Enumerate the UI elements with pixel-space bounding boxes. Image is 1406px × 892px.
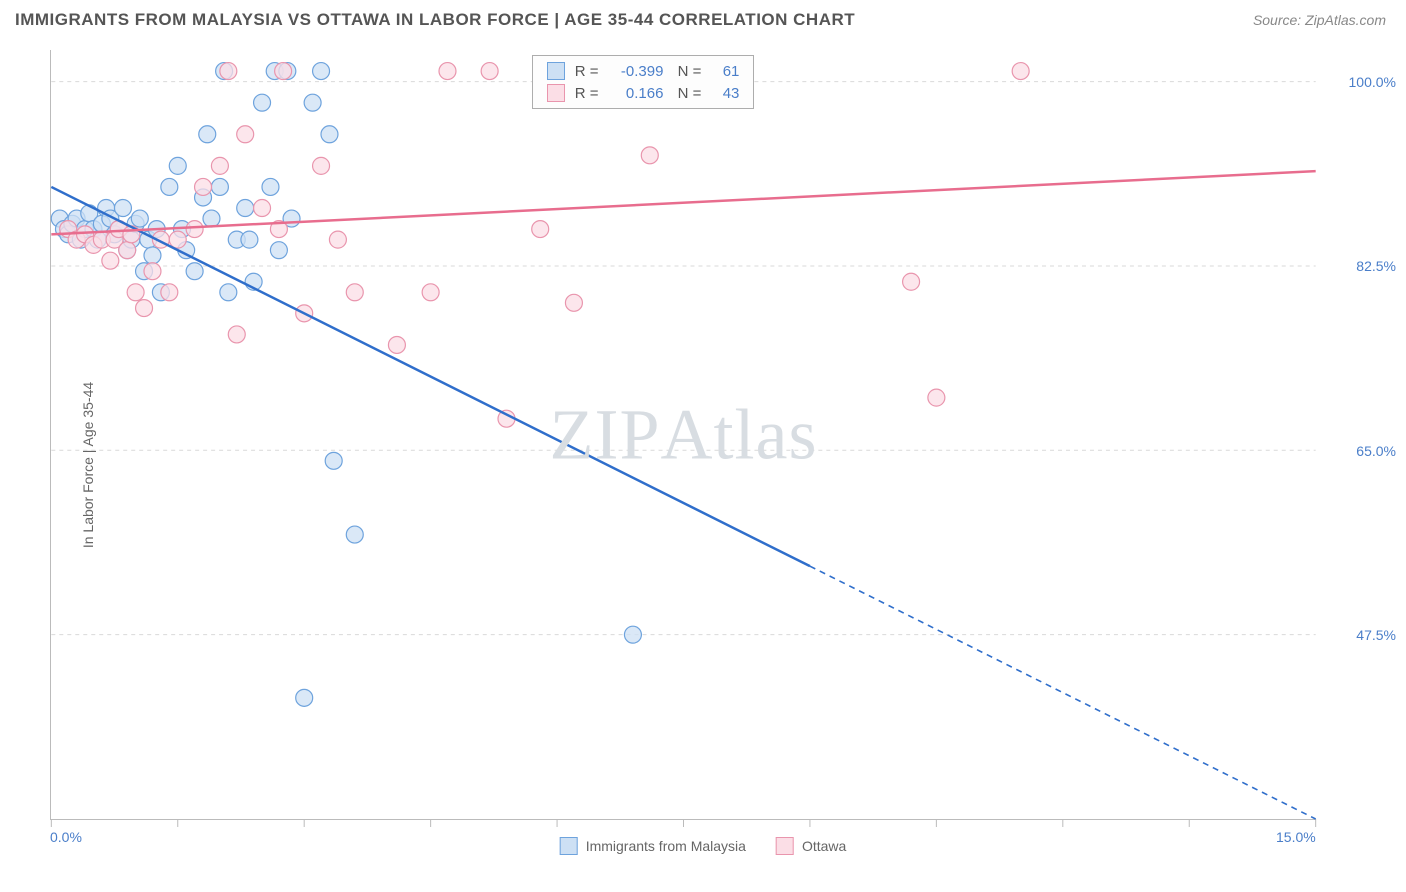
legend-item-malaysia: Immigrants from Malaysia xyxy=(560,837,746,855)
stats-swatch xyxy=(547,62,565,80)
legend-label-ottawa: Ottawa xyxy=(802,838,846,854)
y-tick-label: 82.5% xyxy=(1356,258,1396,274)
stats-r-label: R = xyxy=(575,63,599,80)
stats-row: R = -0.399 N = 61 xyxy=(547,62,740,80)
stats-r-label: R = xyxy=(575,85,599,102)
stats-n-label: N = xyxy=(673,85,701,102)
y-tick-label: 65.0% xyxy=(1356,443,1396,459)
legend-item-ottawa: Ottawa xyxy=(776,837,846,855)
chart-header: IMMIGRANTS FROM MALAYSIA VS OTTAWA IN LA… xyxy=(0,0,1406,40)
stats-n-label: N = xyxy=(673,63,701,80)
legend-label-malaysia: Immigrants from Malaysia xyxy=(586,838,746,854)
chart-title: IMMIGRANTS FROM MALAYSIA VS OTTAWA IN LA… xyxy=(15,10,855,30)
bottom-legend: Immigrants from Malaysia Ottawa xyxy=(560,837,847,855)
stats-n-value: 43 xyxy=(711,85,739,102)
y-tick-label: 100.0% xyxy=(1349,74,1396,90)
stats-row: R = 0.166 N = 43 xyxy=(547,84,740,102)
legend-swatch-malaysia xyxy=(560,837,578,855)
correlation-stats-box: R = -0.399 N = 61 R = 0.166 N = 43 xyxy=(532,55,755,109)
stats-n-value: 61 xyxy=(711,63,739,80)
y-tick-label: 47.5% xyxy=(1356,627,1396,643)
legend-swatch-ottawa xyxy=(776,837,794,855)
plot-area: ZIPAtlas R = -0.399 N = 61 R = 0.166 N =… xyxy=(50,50,1316,820)
chart-container: In Labor Force | Age 35-44 ZIPAtlas R = … xyxy=(0,40,1406,890)
x-tick-label: 15.0% xyxy=(1276,829,1316,845)
stats-swatch xyxy=(547,84,565,102)
x-tick-label: 0.0% xyxy=(50,829,82,845)
scatter-svg xyxy=(51,50,1316,819)
chart-source: Source: ZipAtlas.com xyxy=(1253,12,1386,28)
stats-r-value: 0.166 xyxy=(608,85,663,102)
stats-r-value: -0.399 xyxy=(608,63,663,80)
